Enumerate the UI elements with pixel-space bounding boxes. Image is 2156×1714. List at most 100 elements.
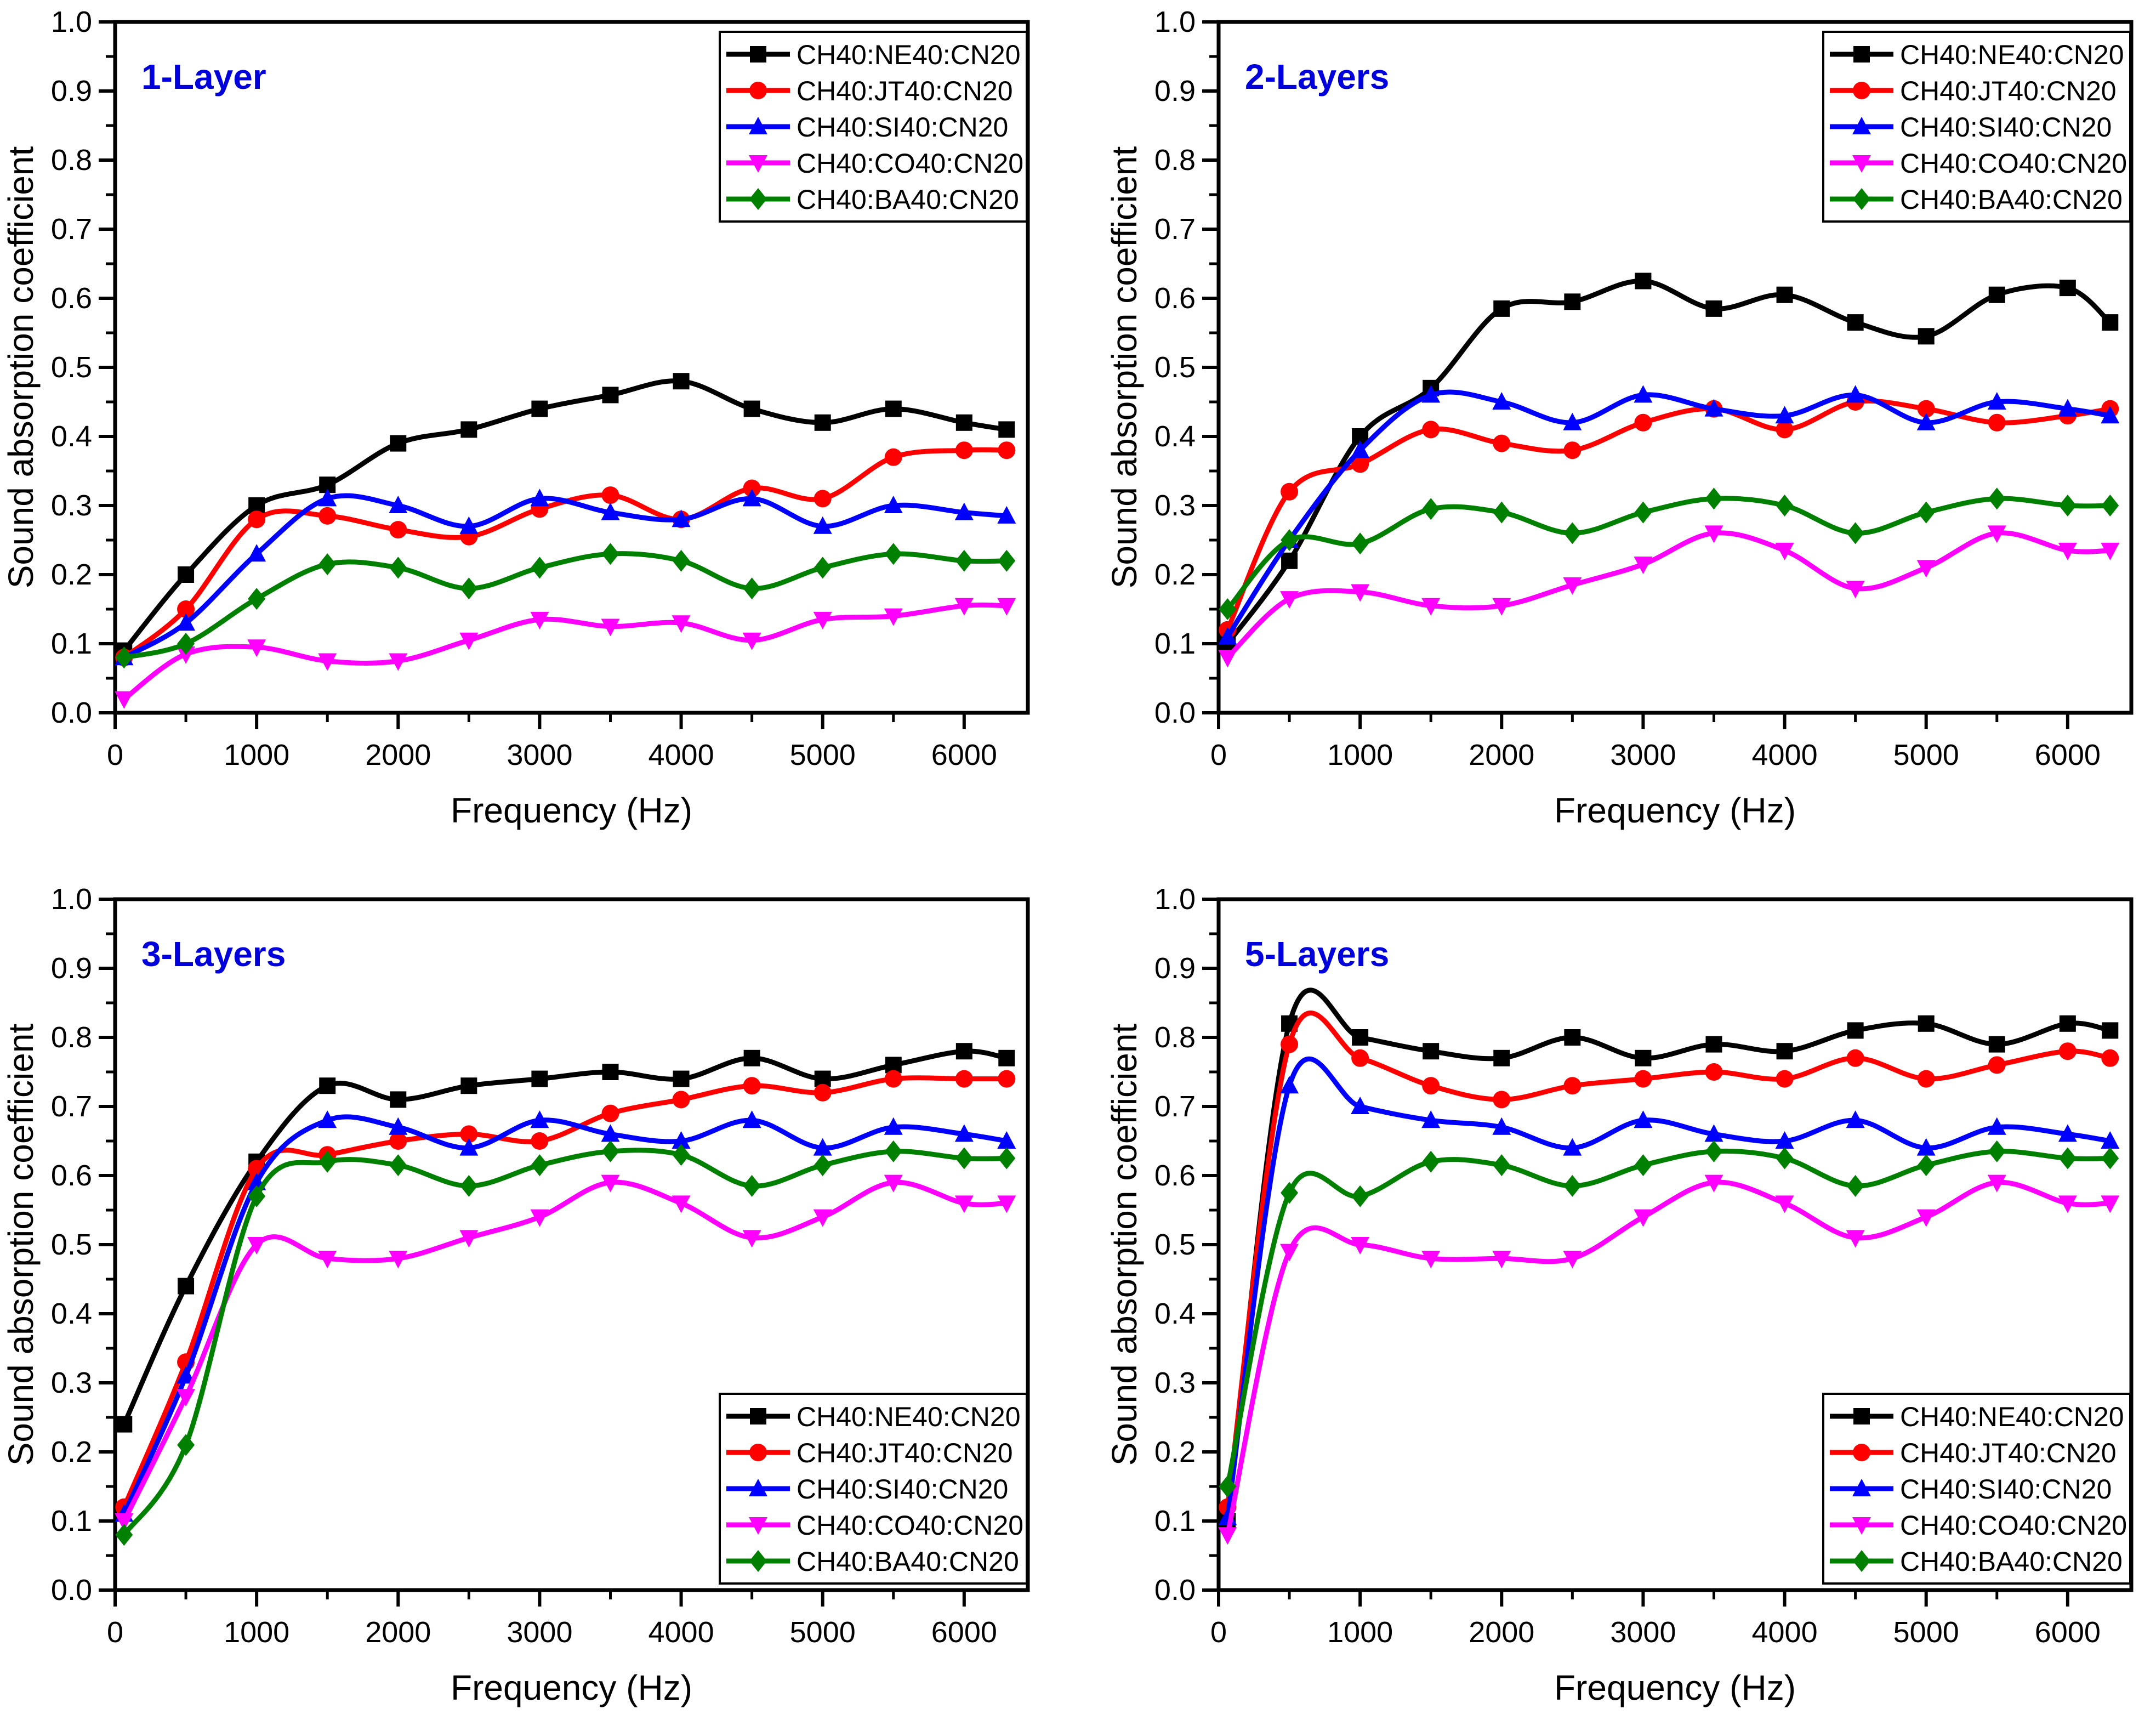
marker-diamond: [955, 549, 973, 572]
legend-item: CH40:BA40:CN20: [726, 184, 1019, 215]
marker-circle: [1988, 1056, 2006, 1074]
x-axis-tick-label: 2000: [365, 739, 431, 771]
series-markers-co40: [115, 598, 1016, 709]
marker-triangle-down: [1916, 1209, 1936, 1227]
marker-triangle-up: [1351, 440, 1370, 458]
x-axis-tick-label: 0: [107, 739, 123, 771]
marker-square: [531, 1070, 548, 1087]
chart-panel-5-layers: 0 1000 2000 3000 4000 5000 6000 0.0 0.1 0.2 0.3 0.4…: [1105, 883, 2134, 1707]
legend-item: CH40:JT40:CN20: [1830, 76, 2117, 106]
marker-diamond: [1634, 1154, 1652, 1177]
y-axis-tick-label: 0.2: [1154, 1435, 1196, 1468]
x-axis-tick-label: 4000: [648, 739, 714, 771]
series-markers-ba40: [115, 1140, 1016, 1546]
legend-label: CH40:JT40:CN20: [1900, 1438, 2117, 1468]
legend-label: CH40:JT40:CN20: [797, 76, 1013, 106]
marker-triangle-up: [742, 1110, 761, 1128]
marker-triangle-down: [1704, 1174, 1723, 1193]
marker-diamond: [1219, 598, 1237, 620]
marker-triangle-up: [997, 1131, 1016, 1149]
marker-triangle-down: [2058, 1195, 2077, 1213]
marker-diamond: [1422, 1150, 1440, 1173]
marker-square: [1705, 1036, 1722, 1053]
marker-triangle-down: [1704, 525, 1723, 543]
marker-circle: [601, 486, 619, 504]
marker-triangle-down: [530, 1209, 549, 1227]
marker-diamond: [814, 557, 832, 579]
legend-item: CH40:CO40:CN20: [726, 1510, 1023, 1541]
marker-circle: [1846, 1049, 1864, 1067]
marker-diamond: [1634, 501, 1652, 524]
series-markers-co40: [1218, 1174, 2120, 1545]
marker-diamond: [115, 1524, 133, 1546]
x-axis-tick-label: 1000: [1327, 739, 1393, 771]
legend-label: CH40:BA40:CN20: [797, 1546, 1019, 1577]
marker-circle: [601, 1104, 619, 1122]
marker-triangle-up: [672, 1131, 691, 1149]
marker-square: [998, 421, 1015, 438]
marker-square: [998, 1049, 1015, 1066]
legend-label: CH40:CO40:CN20: [1900, 148, 2127, 179]
marker-triangle-up: [954, 1124, 974, 1142]
legend-item: CH40:CO40:CN20: [1830, 1510, 2127, 1541]
marker-triangle-down: [459, 1230, 479, 1248]
marker-triangle-down: [1563, 1251, 1582, 1269]
y-axis-tick-label: 0.3: [1154, 489, 1196, 522]
marker-triangle-up: [2058, 399, 2077, 417]
marker-triangle-up: [1916, 412, 1936, 430]
marker-triangle-down: [672, 615, 691, 633]
y-axis-tick-label: 0.8: [1154, 144, 1196, 177]
y-axis-tick-label: 0.5: [51, 1228, 92, 1261]
marker-triangle-down: [247, 639, 266, 657]
y-axis-tick-label: 0.1: [51, 1505, 92, 1537]
marker-square: [1564, 293, 1581, 310]
x-axis-tick-label: 3000: [507, 739, 572, 771]
marker-triangle-down: [1846, 581, 1865, 599]
legend-label: CH40:JT40:CN20: [797, 1438, 1013, 1468]
marker-triangle-up: [2101, 406, 2120, 424]
marker-triangle-down: [1421, 598, 1441, 616]
y-axis-tick-label: 0.7: [1154, 1090, 1196, 1123]
marker-circle: [1563, 1077, 1582, 1095]
marker-triangle-up: [1987, 392, 2006, 410]
marker-diamond: [1776, 495, 1794, 517]
marker-circle: [1422, 1077, 1440, 1095]
marker-triangle-down: [115, 691, 134, 709]
marker-diamond: [1351, 532, 1369, 555]
marker-triangle-down: [813, 611, 832, 629]
marker-triangle-down: [672, 1195, 691, 1213]
marker-diamond: [1281, 1182, 1299, 1204]
marker-triangle-down: [749, 155, 767, 173]
series-line-jt40: [1225, 398, 2111, 631]
legend-label: CH40:NE40:CN20: [797, 39, 1021, 70]
marker-diamond: [177, 1434, 195, 1456]
marker-triangle-up: [1852, 1479, 1871, 1496]
y-axis-tick-label: 0.2: [1154, 558, 1196, 591]
y-axis-tick-label: 0.0: [1154, 1574, 1196, 1607]
marker-square: [1847, 314, 1864, 331]
y-axis-tick-label: 0.6: [1154, 282, 1196, 315]
marker-circle: [998, 1070, 1016, 1088]
marker-square: [1847, 1022, 1864, 1039]
y-axis-tick-label: 0.6: [51, 1159, 92, 1192]
legend: CH40:NE40:CN20 CH40:JT40:CN20 CH40:SI40:CN…: [719, 1393, 1028, 1585]
marker-triangle-down: [1563, 577, 1582, 595]
series-markers-si40: [115, 1110, 1016, 1522]
marker-diamond: [1493, 501, 1511, 524]
legend-label: CH40:SI40:CN20: [1900, 1474, 2112, 1505]
marker-square: [116, 1416, 133, 1433]
y-axis-tick-label: 0.4: [51, 420, 92, 453]
marker-diamond: [955, 1147, 973, 1170]
marker-triangle-down: [601, 618, 620, 637]
series-markers-jt40: [115, 1070, 1016, 1516]
x-axis-tick-label: 5000: [1893, 1616, 1959, 1649]
marker-diamond: [1219, 1475, 1237, 1497]
marker-triangle-up: [813, 1138, 832, 1156]
x-axis-tick-label: 6000: [2035, 739, 2101, 771]
marker-diamond: [1705, 1140, 1723, 1162]
marker-triangle-down: [884, 1174, 903, 1193]
legend-item: CH40:SI40:CN20: [726, 112, 1008, 143]
marker-diamond: [1776, 1147, 1794, 1170]
